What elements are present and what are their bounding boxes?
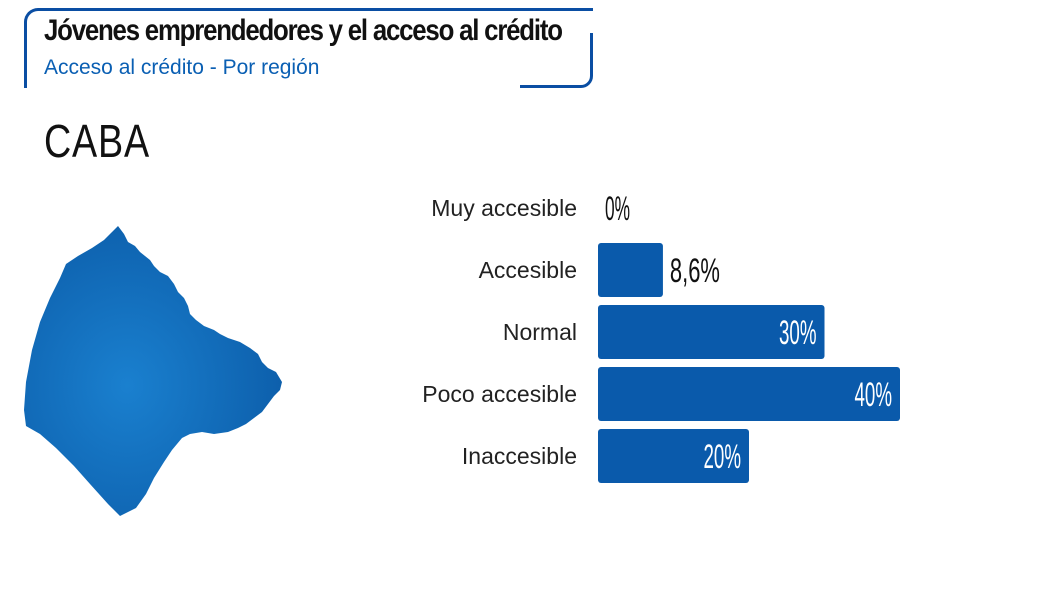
category-label: Poco accesible	[422, 381, 577, 407]
caba-map-icon	[24, 226, 282, 516]
chart-title: Jóvenes emprendedores y el acceso al cré…	[44, 14, 563, 47]
bar	[598, 305, 825, 359]
title-frame-bottom-right	[520, 33, 593, 88]
category-label: Accesible	[479, 257, 577, 283]
value-label: 8,6%	[670, 252, 720, 290]
bar	[598, 429, 749, 483]
bar	[598, 367, 900, 421]
value-label: 30%	[779, 314, 817, 352]
category-label: Muy accesible	[431, 195, 577, 221]
value-label: 20%	[704, 438, 742, 476]
category-label: Inaccesible	[462, 443, 577, 469]
region-name: CABA	[44, 115, 150, 167]
value-label: 0%	[605, 190, 630, 228]
title-frame-top-left	[24, 8, 593, 88]
chart-subtitle: Acceso al crédito - Por región	[44, 56, 320, 79]
category-label: Normal	[503, 319, 577, 345]
value-label: 40%	[855, 376, 893, 414]
bar	[598, 243, 663, 297]
